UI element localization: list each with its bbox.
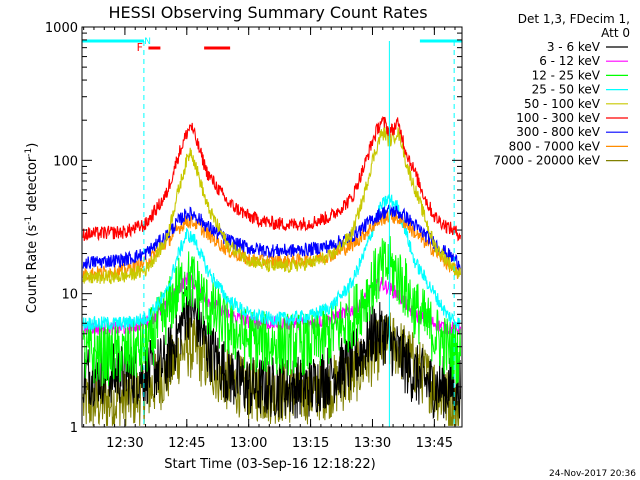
y-tick-label-4: 1000 (45, 21, 78, 36)
boundary-lines (143, 41, 455, 427)
x-tick-label-2: 12:45 (168, 436, 205, 451)
legend-header-line1: Det 1,3, FDecim 1, (518, 12, 630, 26)
y-tick-label-1: 1 (70, 421, 78, 436)
x-tick-label-3: 13:00 (230, 436, 267, 451)
series-line-6 (82, 115, 462, 242)
timestamp: 24-Nov-2017 20:36 (549, 469, 636, 479)
x-tick-label-1: 12:30 (106, 436, 143, 451)
flare-flag-label: F (137, 41, 143, 54)
series-line-4 (82, 193, 461, 332)
x-axis-label: Start Time (03-Sep-16 12:18:22) (164, 457, 375, 472)
chart-title: HESSI Observing Summary Count Rates (108, 3, 427, 22)
y-axis-label: Count Rate (s-1 detector-1) (24, 143, 40, 314)
series-line-7 (82, 204, 462, 271)
series-line-5 (82, 127, 462, 285)
legend-label-6: 100 - 300 keV (516, 111, 600, 125)
x-tick-label-4: 13:15 (292, 436, 329, 451)
legend-label-7: 300 - 800 keV (516, 125, 600, 139)
series-layer (82, 115, 462, 426)
legend-label-1: 3 - 6 keV (547, 40, 601, 54)
y-tick-label-3: 100 (53, 154, 78, 169)
plot-frame (81, 26, 463, 428)
night-flag-label: N (144, 37, 151, 47)
legend-label-2: 6 - 12 keV (539, 54, 601, 68)
legend-label-5: 50 - 100 keV (524, 97, 601, 111)
x-tick-label-5: 13:30 (354, 436, 391, 451)
x-tick-label-6: 13:45 (416, 436, 453, 451)
legend-header-line2: Att 0 (601, 26, 630, 40)
y-tick-label-2: 10 (61, 288, 78, 303)
legend-label-3: 12 - 25 keV (532, 68, 601, 82)
axes: 12:30 12:45 13:00 13:15 13:30 13:45 1 10 100 1000 (45, 21, 463, 451)
series-line-1 (82, 282, 461, 420)
legend-label-4: 25 - 50 keV (532, 83, 601, 97)
legend-label-8: 800 - 7000 keV (509, 139, 601, 153)
series-line-3 (82, 236, 461, 387)
legend-label-9: 7000 - 20000 keV (493, 154, 600, 168)
